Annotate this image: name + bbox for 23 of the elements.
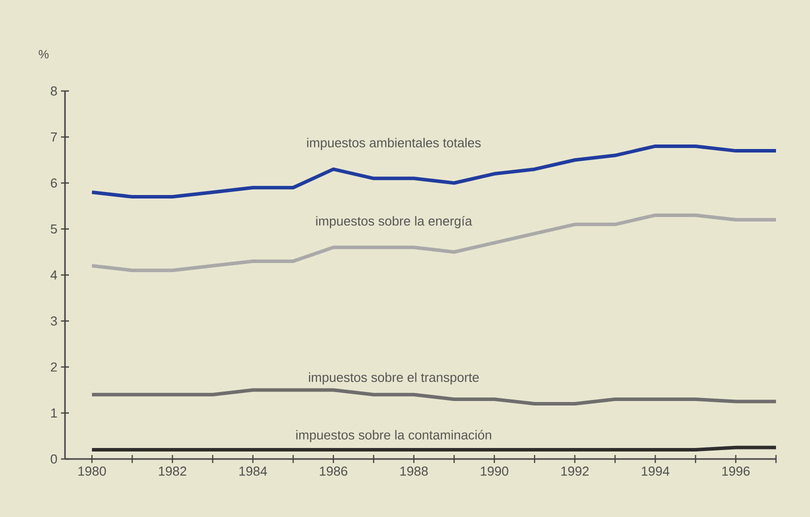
x-tick-label: 1986: [320, 466, 348, 476]
series-label: impuestos sobre el transporte: [308, 372, 479, 385]
series-label: impuestos sobre la contaminación: [296, 430, 492, 442]
y-tick-label: 2: [50, 362, 57, 372]
y-tick-label: 1: [51, 408, 57, 418]
x-tick-label: 1980: [78, 466, 106, 476]
y-tick-label: 6: [50, 178, 57, 188]
y-tick-label: 8: [50, 86, 57, 96]
y-tick-label: 4: [50, 270, 58, 280]
text: impuestos ambientales totales: [307, 138, 481, 150]
x-tick-label: 1994: [642, 466, 670, 476]
x-tick-label: 1992: [561, 466, 589, 476]
y-tick-label: 7: [50, 132, 57, 142]
series-label: impuestos sobre la energía: [316, 216, 472, 228]
x-tick-label: 1988: [400, 466, 428, 476]
y-tick-label: 5: [50, 224, 57, 234]
y-tick-label: 3: [50, 316, 57, 326]
x-tick-label: 1990: [480, 466, 508, 476]
x-tick-label: 1984: [239, 466, 267, 476]
x-tick-label: 1982: [158, 466, 186, 476]
x-tick-label: 1996: [722, 466, 750, 476]
y-tick-label: 0: [50, 454, 57, 464]
y-axis-title: %: [38, 50, 49, 58]
